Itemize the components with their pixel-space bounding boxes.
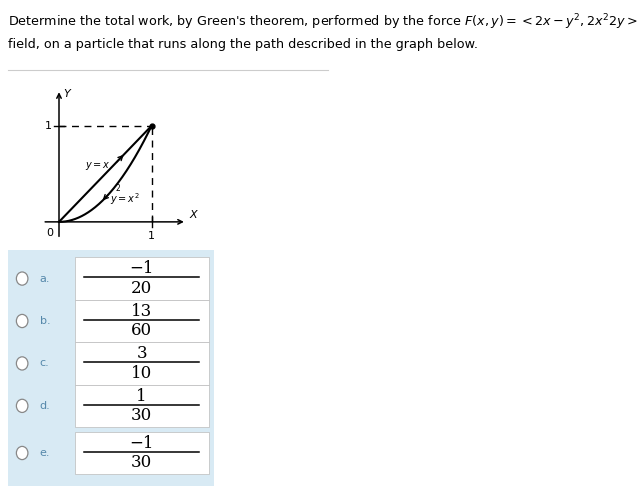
- Text: 2: 2: [115, 184, 120, 193]
- Circle shape: [16, 314, 28, 328]
- Text: −1: −1: [129, 260, 154, 278]
- Text: c.: c.: [40, 359, 50, 368]
- Text: b.: b.: [40, 316, 50, 326]
- Text: d.: d.: [40, 401, 50, 411]
- Text: e.: e.: [40, 448, 50, 458]
- Text: $y=x$: $y=x$: [85, 160, 111, 172]
- Text: −1: −1: [129, 435, 154, 452]
- Text: a.: a.: [40, 274, 50, 283]
- Text: 20: 20: [131, 280, 152, 297]
- Text: 3: 3: [137, 345, 147, 362]
- Text: 60: 60: [131, 322, 152, 339]
- Text: field, on a particle that runs along the path described in the graph below.: field, on a particle that runs along the…: [8, 38, 478, 51]
- FancyBboxPatch shape: [75, 432, 209, 474]
- Text: 1: 1: [44, 121, 52, 131]
- Text: Determine the total work, by Green's theorem, performed by the force $F(x, y) =<: Determine the total work, by Green's the…: [8, 12, 638, 32]
- FancyBboxPatch shape: [75, 300, 209, 342]
- FancyBboxPatch shape: [75, 342, 209, 384]
- FancyBboxPatch shape: [75, 258, 209, 300]
- Text: $X$: $X$: [189, 208, 199, 220]
- Text: 0: 0: [46, 227, 53, 238]
- Text: 13: 13: [131, 303, 152, 320]
- Text: $Y$: $Y$: [62, 87, 72, 100]
- Text: 30: 30: [131, 407, 152, 424]
- Circle shape: [16, 357, 28, 370]
- Text: 10: 10: [131, 364, 152, 382]
- Text: 30: 30: [131, 454, 152, 471]
- Text: $y=x^2$: $y=x^2$: [110, 191, 140, 207]
- Circle shape: [16, 447, 28, 460]
- Text: 1: 1: [137, 388, 147, 405]
- Circle shape: [16, 399, 28, 413]
- FancyBboxPatch shape: [75, 384, 209, 427]
- Circle shape: [16, 272, 28, 285]
- Text: 1: 1: [148, 231, 155, 242]
